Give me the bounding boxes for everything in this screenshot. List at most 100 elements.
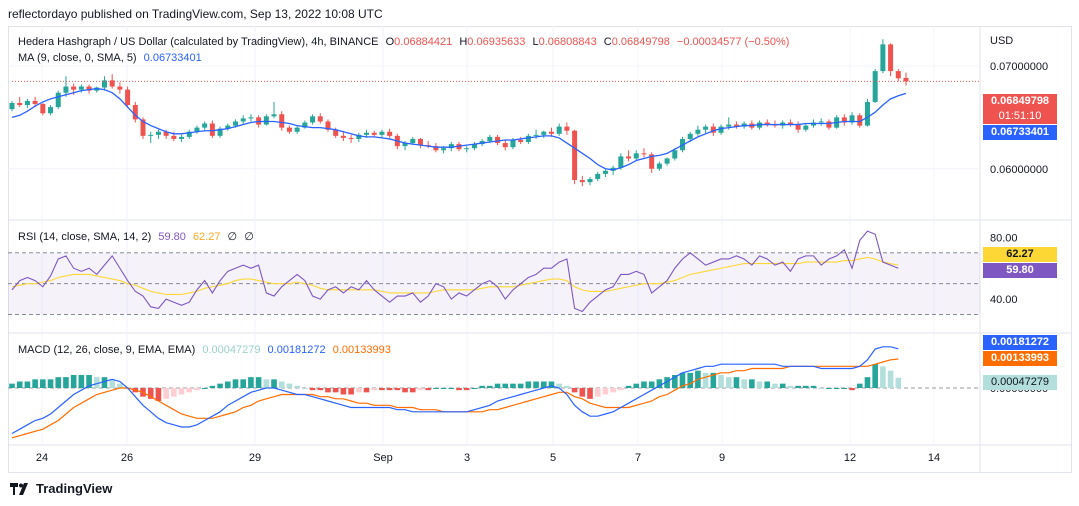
rsi-sma-tag: 62.27 bbox=[983, 247, 1057, 262]
x-tick-label: 29 bbox=[249, 452, 261, 464]
symbol-title[interactable]: Hedera Hashgraph / US Dollar (calculated… bbox=[18, 36, 379, 48]
candle-body bbox=[371, 132, 377, 135]
macd-histogram-bar bbox=[440, 388, 447, 389]
macd-histogram-bar bbox=[641, 381, 647, 388]
macd-histogram-bar bbox=[417, 388, 424, 391]
macd-histogram-bar bbox=[633, 383, 640, 388]
candle-body bbox=[710, 126, 716, 133]
x-tick-label: 9 bbox=[719, 452, 725, 464]
ma-price-tag: 0.06733401 bbox=[983, 125, 1057, 140]
ma-label[interactable]: MA (9, close, 0, SMA, 5) bbox=[18, 52, 137, 64]
candle-body bbox=[864, 101, 870, 126]
candle-body bbox=[664, 158, 670, 164]
candle-body bbox=[171, 135, 177, 139]
macd-histogram-bar bbox=[463, 388, 470, 391]
candle-body bbox=[718, 126, 724, 133]
candle-body bbox=[441, 148, 447, 151]
macd-histogram-bar bbox=[294, 385, 300, 388]
macd-histogram-bar bbox=[325, 388, 331, 393]
candle-body bbox=[579, 180, 585, 183]
macd-histogram-bar bbox=[841, 388, 848, 389]
candle-body bbox=[140, 119, 146, 136]
main-legend: Hedera Hashgraph / US Dollar (calculated… bbox=[18, 36, 793, 48]
macd-histogram-bar bbox=[194, 388, 200, 391]
macd-histogram-bar bbox=[224, 381, 231, 388]
candle-body bbox=[294, 127, 300, 132]
candle-body bbox=[533, 134, 539, 136]
macd-histogram-bar bbox=[725, 377, 732, 388]
candle-body bbox=[641, 153, 647, 155]
candle-body bbox=[348, 137, 354, 139]
open-label: O bbox=[385, 36, 395, 48]
macd-histogram-bar bbox=[317, 388, 324, 391]
candle-body bbox=[155, 131, 161, 135]
macd-histogram-bar bbox=[502, 383, 509, 388]
candle-body bbox=[132, 105, 138, 120]
macd-histogram-bar bbox=[571, 388, 578, 393]
last-price-tag: 0.06849798 bbox=[983, 94, 1057, 109]
macd-histogram-bar bbox=[818, 388, 825, 389]
candle-body bbox=[125, 89, 131, 106]
bar-countdown: 01:51:10 bbox=[983, 109, 1057, 124]
currency-label[interactable]: USD bbox=[990, 35, 1014, 47]
tradingview-logo-icon bbox=[10, 482, 28, 495]
candle-body bbox=[541, 131, 547, 135]
macd-histogram-bar bbox=[702, 372, 709, 388]
macd-histogram-bar bbox=[109, 379, 115, 388]
candle-body bbox=[726, 124, 732, 127]
candle-body bbox=[387, 131, 393, 136]
macd-histogram-bar bbox=[186, 388, 193, 393]
macd-histogram-bar bbox=[887, 370, 894, 388]
candle-body bbox=[803, 125, 809, 130]
candle-body bbox=[687, 133, 693, 139]
macd-histogram-bar bbox=[286, 383, 293, 388]
macd-label[interactable]: MACD (12, 26, close, 9, EMA, EMA) bbox=[18, 344, 196, 356]
candle-body bbox=[240, 118, 246, 122]
ma-legend: MA (9, close, 0, SMA, 5) 0.06733401 bbox=[18, 52, 206, 64]
rsi-extra-1: ∅ bbox=[227, 231, 238, 243]
macd-histogram-bar bbox=[494, 383, 501, 388]
tradingview-brand[interactable]: TradingView bbox=[10, 481, 112, 496]
macd-histogram-bar bbox=[24, 381, 31, 388]
candle-body bbox=[888, 44, 894, 72]
macd-histogram-bar bbox=[255, 377, 262, 388]
candle-body bbox=[109, 80, 115, 87]
candle-body bbox=[857, 115, 863, 126]
candle-body bbox=[340, 135, 346, 138]
macd-histogram-bar bbox=[671, 375, 678, 388]
candle-body bbox=[325, 121, 331, 130]
macd-histogram-bar bbox=[479, 385, 485, 388]
x-tick-label: 12 bbox=[844, 452, 856, 464]
candle-body bbox=[86, 86, 92, 91]
macd-histogram-bar bbox=[32, 379, 38, 388]
macd-histogram-bar bbox=[201, 388, 208, 389]
macd-histogram-bar bbox=[517, 383, 524, 388]
x-tick-label: 7 bbox=[635, 452, 641, 464]
x-tick-label: 26 bbox=[121, 452, 133, 464]
macd-histogram-bar bbox=[756, 381, 763, 388]
macd-histogram-bar bbox=[456, 388, 462, 391]
macd-histogram-bar bbox=[833, 388, 840, 389]
candle-body bbox=[148, 134, 154, 136]
rsi-tick-label: 80.00 bbox=[990, 232, 1018, 244]
macd-histogram-bar bbox=[610, 388, 616, 393]
macd-histogram-bar bbox=[9, 383, 15, 388]
close-label: C bbox=[603, 36, 612, 48]
macd-tag: 0.00181272 bbox=[983, 335, 1057, 350]
rsi-label[interactable]: RSI (14, close, SMA, 14, 2) bbox=[18, 231, 152, 243]
macd-histogram-bar bbox=[348, 388, 354, 395]
macd-histogram-bar bbox=[487, 385, 493, 388]
macd-histogram-bar bbox=[733, 377, 740, 388]
publish-header: reflectordayo published on TradingView.c… bbox=[8, 7, 383, 21]
candle-body bbox=[225, 125, 231, 129]
macd-histogram-bar bbox=[40, 379, 46, 388]
candle-body bbox=[356, 134, 362, 139]
macd-signal-value: 0.00133993 bbox=[332, 344, 391, 356]
macd-histogram-bar bbox=[772, 383, 778, 388]
candle-body bbox=[302, 122, 308, 128]
macd-histogram-bar bbox=[402, 388, 408, 393]
macd-histogram-bar bbox=[579, 388, 586, 397]
chart-frame bbox=[8, 26, 1072, 473]
candle-body bbox=[286, 127, 292, 132]
